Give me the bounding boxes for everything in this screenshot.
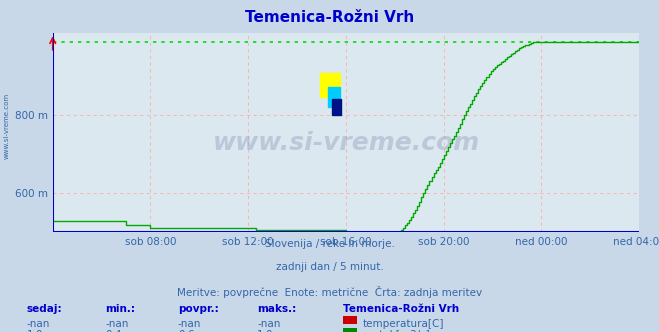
Text: 1,0: 1,0 (257, 330, 273, 332)
Bar (320, 73, 340, 97)
Text: -nan: -nan (257, 319, 280, 329)
Text: pretok[m3/s]: pretok[m3/s] (362, 330, 430, 332)
Text: Meritve: povprečne  Enote: metrične  Črta: zadnja meritev: Meritve: povprečne Enote: metrične Črta:… (177, 286, 482, 297)
Text: povpr.:: povpr.: (178, 304, 219, 314)
Text: zadnji dan / 5 minut.: zadnji dan / 5 minut. (275, 262, 384, 272)
Text: -nan: -nan (178, 319, 201, 329)
Text: 0,6: 0,6 (178, 330, 194, 332)
Text: www.si-vreme.com: www.si-vreme.com (3, 93, 10, 159)
Text: maks.:: maks.: (257, 304, 297, 314)
Bar (333, 99, 341, 115)
Text: temperatura[C]: temperatura[C] (362, 319, 444, 329)
Text: sedaj:: sedaj: (26, 304, 62, 314)
Text: min.:: min.: (105, 304, 136, 314)
Text: Temenica-Rožni Vrh: Temenica-Rožni Vrh (343, 304, 459, 314)
Text: 1,0: 1,0 (26, 330, 43, 332)
Text: -nan: -nan (105, 319, 129, 329)
Text: Temenica-Rožni Vrh: Temenica-Rožni Vrh (245, 10, 414, 25)
Bar (328, 87, 340, 107)
Text: 0,4: 0,4 (105, 330, 122, 332)
Text: Slovenija / reke in morje.: Slovenija / reke in morje. (264, 239, 395, 249)
Text: -nan: -nan (26, 319, 49, 329)
Text: www.si-vreme.com: www.si-vreme.com (212, 131, 480, 155)
